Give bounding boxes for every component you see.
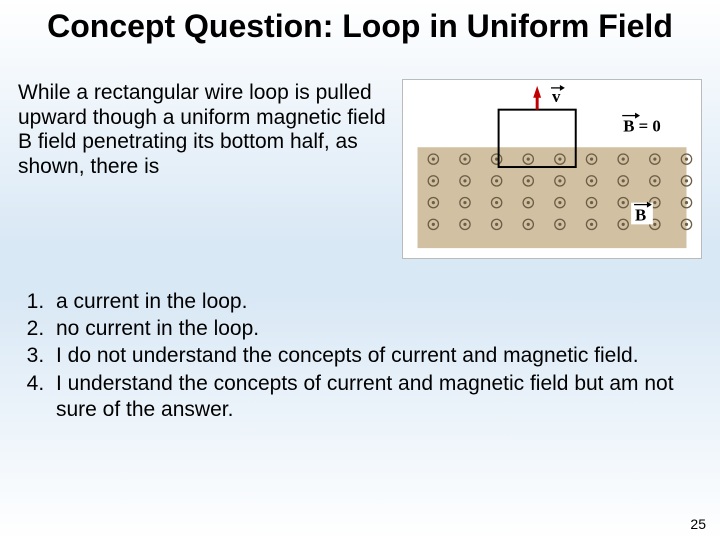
answer-option: I do not understand the concepts of curr… xyxy=(50,343,702,369)
slide-title: Concept Question: Loop in Uniform Field xyxy=(18,8,702,45)
page-number: 25 xyxy=(690,516,706,532)
answer-list: a current in the loop. no current in the… xyxy=(18,289,702,423)
content-row: While a rectangular wire loop is pulled … xyxy=(18,79,702,259)
svg-text:B = 0: B = 0 xyxy=(623,116,661,135)
svg-text:B: B xyxy=(635,205,646,224)
answer-option: I understand the concepts of current and… xyxy=(50,371,702,424)
question-prompt: While a rectangular wire loop is pulled … xyxy=(18,79,394,180)
physics-figure: v B = 0 B xyxy=(402,79,702,259)
answer-option: a current in the loop. xyxy=(50,289,702,315)
svg-text:v: v xyxy=(552,87,561,106)
answer-option: no current in the loop. xyxy=(50,316,702,342)
